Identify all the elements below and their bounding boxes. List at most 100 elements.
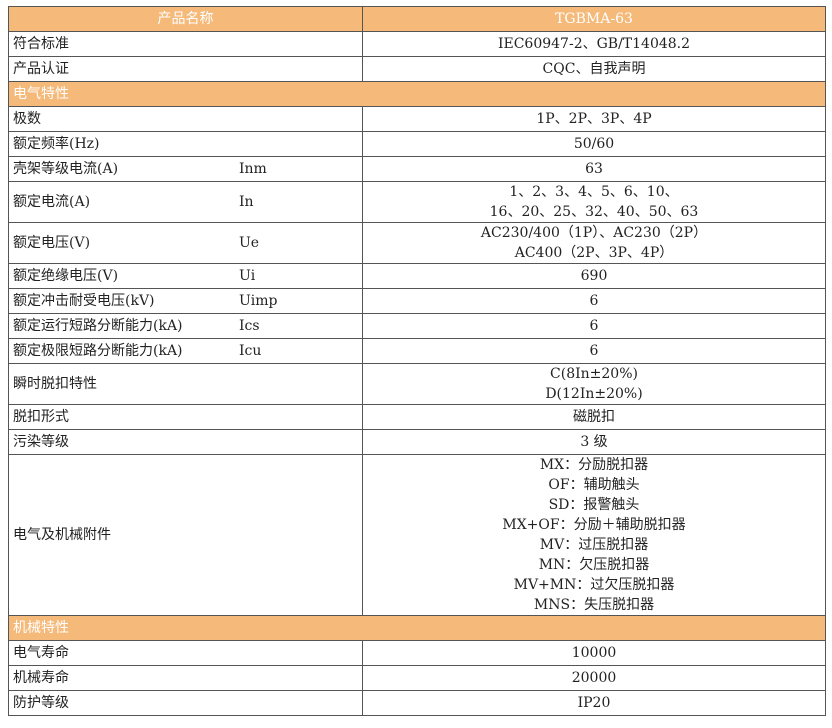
value-line: 690 (580, 268, 608, 284)
value-line: C(8In±20%) (550, 366, 638, 382)
table-row: 额定冲击耐受电压(kV) Uimp 6 (8, 288, 826, 314)
row-value: 6 (362, 288, 826, 314)
table-row: 额定极限短路分断能力(kA) Icu 6 (8, 338, 826, 364)
row-label-cell: 脱扣形式 (8, 404, 363, 430)
row-label-cell: 污染等级 (8, 429, 363, 455)
value-line: 3 级 (580, 434, 608, 450)
table-row: 脱扣形式 磁脱扣 (8, 404, 826, 430)
row-label-cell: 防护等级 (8, 690, 363, 716)
row-symbol: Ui (239, 268, 256, 284)
row-value: 1、2、3、4、5、6、10、 16、20、25、32、40、50、63 (362, 181, 826, 223)
row-label: 机械寿命 (13, 670, 69, 686)
table-header: 产品名称 TGBMA-63 (8, 6, 826, 32)
row-value: 20000 (362, 665, 826, 691)
value-line: 63 (585, 161, 603, 177)
row-label: 额定运行短路分断能力(kA) (13, 318, 183, 334)
row-value: MX：分励脱扣器 OF：辅助触头 SD：报警触头 MX+OF：分励＋辅助脱扣器 MV：过… (362, 454, 826, 616)
value-line: 6 (589, 293, 599, 309)
row-label-cell: 额定频率(Hz) (8, 131, 363, 157)
value-line: 10000 (571, 645, 617, 661)
value-line: MV：过压脱扣器 (539, 537, 649, 553)
row-value: 10000 (362, 640, 826, 666)
row-symbol: Ics (239, 318, 260, 334)
row-label: 额定冲击耐受电压(kV) (13, 293, 155, 309)
table-row: 电气及机械附件 MX：分励脱扣器 OF：辅助触头 SD：报警触头 MX+OF：分励＋辅助… (8, 454, 826, 616)
section-header: 电气特性 (8, 81, 826, 107)
row-label: 额定绝缘电压(V) (13, 268, 119, 284)
row-label-cell: 额定电流(A) In (8, 181, 363, 223)
spec-table: 产品名称 TGBMA-63 符合标准 IEC60947-2、GB/T14048.2… (8, 6, 826, 716)
row-value: CQC、自我声明 (362, 56, 826, 82)
row-value: IP20 (362, 690, 826, 716)
row-label-cell: 瞬时脱扣特性 (8, 363, 363, 405)
value-line: MN：欠压脱扣器 (538, 557, 650, 573)
row-label: 符合标准 (13, 36, 69, 52)
row-value: 690 (362, 263, 826, 289)
row-label: 额定电压(V) (13, 235, 91, 251)
header-model: TGBMA-63 (362, 6, 826, 32)
table-row: 额定频率(Hz) 50/60 (8, 131, 826, 157)
value-line: 6 (589, 318, 599, 334)
row-label-cell: 额定绝缘电压(V) Ui (8, 263, 363, 289)
row-label: 污染等级 (13, 434, 69, 450)
row-label-cell: 极数 (8, 106, 363, 132)
row-label-cell: 额定电压(V) Ue (8, 222, 363, 264)
value-line: MX+OF：分励＋辅助脱扣器 (502, 517, 686, 533)
table-row: 防护等级 IP20 (8, 690, 826, 716)
value-line: 16、20、25、32、40、50、63 (489, 204, 699, 220)
row-symbol: Ue (239, 235, 260, 251)
value-line: 20000 (571, 670, 617, 686)
row-label-cell: 额定运行短路分断能力(kA) Ics (8, 313, 363, 339)
table-row: 产品认证 CQC、自我声明 (8, 56, 826, 82)
row-value: AC230/400（1P）、AC230（2P） AC400（2P、3P、4P） (362, 222, 826, 264)
row-symbol: Icu (239, 343, 262, 359)
row-label-cell: 电气寿命 (8, 640, 363, 666)
table-row: 符合标准 IEC60947-2、GB/T14048.2 (8, 31, 826, 57)
section-title: 电气特性 (8, 81, 826, 107)
row-label: 极数 (13, 111, 41, 127)
value-line: AC230/400（1P）、AC230（2P） (480, 225, 708, 241)
table-row: 额定电压(V) Ue AC230/400（1P）、AC230（2P） AC400（2P… (8, 222, 826, 264)
row-label: 电气及机械附件 (13, 527, 111, 543)
row-label-cell: 机械寿命 (8, 665, 363, 691)
table-row: 额定绝缘电压(V) Ui 690 (8, 263, 826, 289)
row-label: 额定频率(Hz) (13, 136, 100, 152)
row-label-cell: 额定极限短路分断能力(kA) Icu (8, 338, 363, 364)
table-row: 污染等级 3 级 (8, 429, 826, 455)
section-header: 机械特性 (8, 615, 826, 641)
table-row: 额定运行短路分断能力(kA) Ics 6 (8, 313, 826, 339)
row-label: 防护等级 (13, 695, 69, 711)
row-label: 电气寿命 (13, 645, 69, 661)
value-line: SD：报警触头 (548, 497, 640, 513)
table-row: 额定电流(A) In 1、2、3、4、5、6、10、 16、20、25、32、40、5… (8, 181, 826, 223)
row-value: 6 (362, 313, 826, 339)
row-value: 6 (362, 338, 826, 364)
table-row: 机械寿命 20000 (8, 665, 826, 691)
value-line: CQC、自我声明 (542, 61, 646, 77)
row-label: 壳架等级电流(A) (13, 161, 119, 177)
value-line: 6 (589, 343, 599, 359)
row-value: 3 级 (362, 429, 826, 455)
value-line: 1、2、3、4、5、6、10、 (509, 184, 679, 200)
row-value: 磁脱扣 (362, 404, 826, 430)
row-symbol: Uimp (239, 293, 278, 309)
section-title: 机械特性 (8, 615, 826, 641)
row-label-cell: 额定冲击耐受电压(kV) Uimp (8, 288, 363, 314)
table-row: 瞬时脱扣特性 C(8In±20%) D(12In±20%) (8, 363, 826, 405)
value-line: OF：辅助触头 (548, 477, 640, 493)
value-line: AC400（2P、3P、4P） (514, 245, 674, 261)
table-row: 极数 1P、2P、3P、4P (8, 106, 826, 132)
value-line: MV+MN：过欠压脱扣器 (513, 577, 675, 593)
header-name: 产品名称 (8, 6, 363, 32)
row-label-cell: 电气及机械附件 (8, 454, 363, 616)
row-value: 1P、2P、3P、4P (362, 106, 826, 132)
value-line: D(12In±20%) (545, 386, 643, 402)
value-line: 1P、2P、3P、4P (536, 111, 652, 127)
row-label-cell: 产品认证 (8, 56, 363, 82)
row-label: 额定极限短路分断能力(kA) (13, 343, 183, 359)
row-value: 50/60 (362, 131, 826, 157)
row-value: C(8In±20%) D(12In±20%) (362, 363, 826, 405)
row-label: 产品认证 (13, 61, 69, 77)
row-label: 额定电流(A) (13, 194, 91, 210)
row-symbol: In (239, 194, 254, 210)
